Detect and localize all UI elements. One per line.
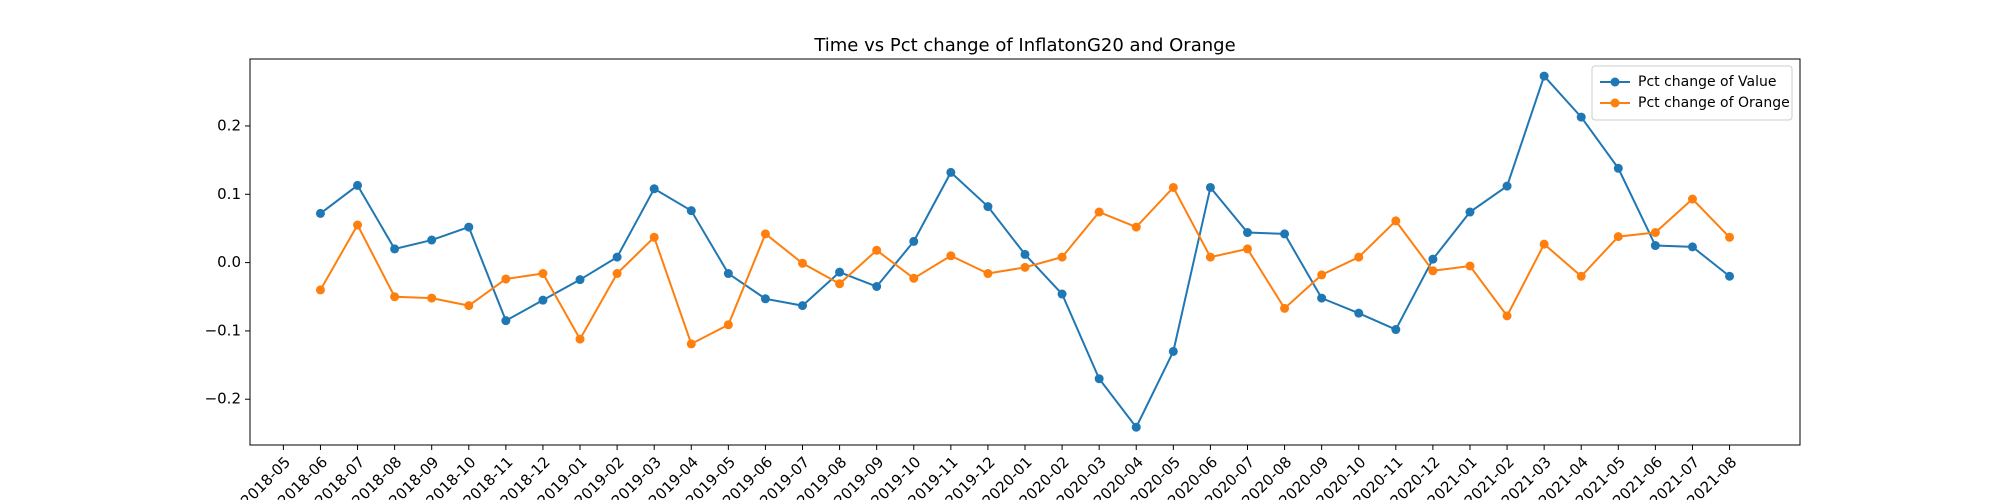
data-point [1576,112,1586,122]
data-point [649,184,659,194]
chart-title: Time vs Pct change of InflatonG20 and Or… [813,35,1235,56]
data-point [427,293,437,303]
data-point [464,301,474,311]
data-point [1317,293,1327,303]
data-point [1650,241,1660,251]
y-tick-label: −0.2 [205,390,241,408]
data-point [1168,346,1178,356]
data-point [835,267,845,277]
data-point [315,285,325,295]
data-point [872,282,882,292]
y-tick-label: 0.1 [217,185,241,203]
data-point [1725,271,1735,281]
data-point [1057,289,1067,299]
data-point [1613,163,1623,173]
data-point [1687,194,1697,204]
data-point [1650,228,1660,238]
data-point [501,316,511,326]
data-point [1539,71,1549,81]
data-point [1428,254,1438,264]
data-point [723,269,733,279]
data-point [1205,182,1215,192]
data-point [464,222,474,232]
data-point [946,167,956,177]
data-point [1020,262,1030,272]
data-point [501,274,511,284]
legend-marker [1610,98,1620,108]
data-point [1539,239,1549,249]
data-point [686,206,696,216]
data-point [1057,252,1067,262]
data-point [612,252,622,262]
legend-label: Pct change of Orange [1638,95,1790,111]
data-point [315,208,325,218]
data-point [1280,303,1290,313]
data-point [760,294,770,304]
data-point [798,301,808,311]
data-point [538,269,548,279]
data-point [1280,229,1290,239]
data-point [1465,207,1475,217]
data-point [1354,308,1364,318]
data-point [575,334,585,344]
y-tick-label: 0.2 [217,116,241,134]
data-point [872,245,882,255]
data-point [1094,374,1104,384]
data-point [575,275,585,285]
data-point [686,339,696,349]
data-point [1687,242,1697,252]
data-point [353,180,363,190]
data-point [909,236,919,246]
data-point [835,279,845,289]
data-point [1168,182,1178,192]
data-point [1502,181,1512,191]
data-point [1317,270,1327,280]
data-point [1391,325,1401,335]
data-point [1242,244,1252,254]
data-point [390,292,400,302]
data-point [1725,232,1735,242]
data-point [1242,228,1252,238]
data-point [909,273,919,283]
data-point [649,232,659,242]
data-point [983,269,993,279]
data-point [353,220,363,230]
data-point [723,320,733,330]
data-point [390,244,400,254]
data-point [1576,271,1586,281]
data-point [798,258,808,268]
data-point [538,295,548,305]
data-point [1354,252,1364,262]
data-point [427,235,437,245]
data-point [1613,232,1623,242]
data-point [1465,261,1475,271]
data-point [612,269,622,279]
y-tick-label: 0.0 [217,253,241,271]
data-point [1502,311,1512,321]
data-point [1094,207,1104,217]
data-point [1205,252,1215,262]
y-tick-label: −0.1 [205,321,241,339]
data-point [1020,249,1030,259]
legend-marker [1610,77,1620,87]
data-point [760,229,770,239]
legend-label: Pct change of Value [1638,74,1776,90]
data-point [983,202,993,212]
data-point [1131,422,1141,432]
legend-box [1591,65,1793,121]
data-point [1428,266,1438,276]
data-point [1391,216,1401,226]
data-point [946,251,956,261]
data-point [1131,222,1141,232]
